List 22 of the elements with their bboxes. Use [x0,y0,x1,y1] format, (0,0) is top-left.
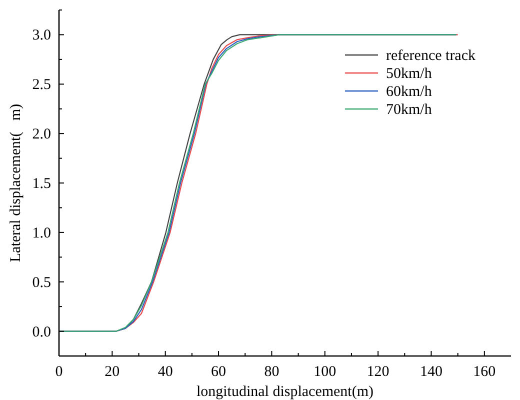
x-tick-label: 0 [55,364,63,380]
legend-label: 70km/h [386,102,432,118]
y-axis-title: Lateral displacement( m) [8,104,24,262]
x-axis-title: longitudinal displacement(m) [196,384,374,400]
y-tick-label: 2.5 [32,77,51,94]
legend-label: reference track [386,48,476,64]
x-tick-label: 160 [473,364,496,380]
legend-label: 50km/h [386,66,432,82]
legend-label: 60km/h [386,84,432,100]
x-tick-label: 20 [104,364,120,380]
text: 3.0 [32,28,51,44]
x-tick-label: 120 [366,364,390,380]
text: 0.0 [32,324,51,340]
text: 2.0 [32,126,51,143]
y-tick-label: 0.5 [32,274,51,291]
x-tick-label: 140 [420,364,442,380]
text: 1.0 [32,225,51,242]
x-tick-label: 40 [158,364,173,380]
x-tick-label: 80 [264,364,280,380]
x-tick-label: 100 [314,364,336,380]
x-tick-label: 60 [211,364,226,380]
y-tick-label: 1.5 [32,176,51,192]
